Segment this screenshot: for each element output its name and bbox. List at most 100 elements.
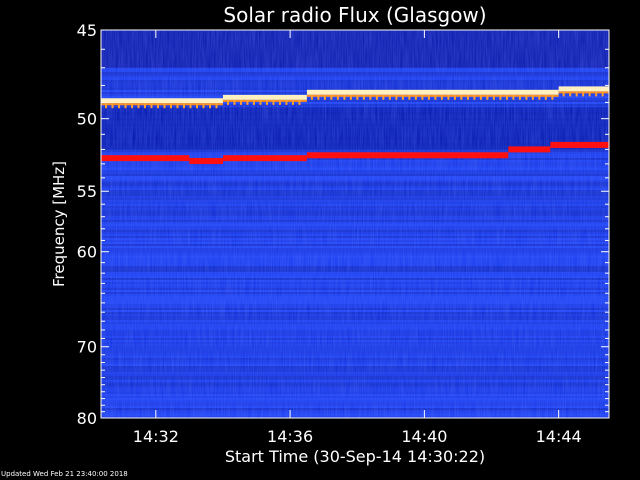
bright-band-tick xyxy=(369,94,372,100)
bright-band-tick xyxy=(343,94,346,100)
bright-band-tick xyxy=(486,94,489,100)
bright-band-segment xyxy=(306,89,559,95)
bright-band-tick xyxy=(551,94,554,100)
chart-title: Solar radio Flux (Glasgow) xyxy=(223,3,486,27)
bright-band-tick xyxy=(408,94,411,100)
bright-band-tick xyxy=(111,103,114,109)
bright-band-tick xyxy=(518,94,521,100)
x-tick-label: 14:44 xyxy=(536,427,582,446)
y-tick-label: 50 xyxy=(77,110,97,129)
bright-band-tick xyxy=(209,103,211,109)
bright-band-tick xyxy=(575,91,578,97)
bright-band-tick xyxy=(285,99,288,105)
bright-band-tick xyxy=(447,94,450,100)
red-band-segment xyxy=(101,155,190,162)
bright-band-tick xyxy=(569,91,572,97)
bright-band-tick xyxy=(215,103,218,109)
bright-band-tick xyxy=(202,103,205,109)
bright-band-tick xyxy=(150,103,153,109)
bright-band-tick xyxy=(395,94,398,100)
x-tick-label: 14:40 xyxy=(401,427,447,446)
bright-band-tick xyxy=(588,91,591,97)
plot-texture xyxy=(101,30,609,418)
bright-band-halo xyxy=(101,103,223,106)
bright-band-tick xyxy=(298,99,301,105)
bright-band-tick xyxy=(601,91,604,97)
bright-band-halo xyxy=(222,99,307,102)
bright-band-tick xyxy=(434,94,437,100)
bright-band-tick xyxy=(388,94,391,100)
bright-band-tick xyxy=(479,94,482,100)
bright-band-tick xyxy=(291,99,294,105)
red-band-segment xyxy=(508,146,551,153)
bright-band-tick xyxy=(105,103,107,109)
x-axis-label: Start Time (30-Sep-14 14:30:22) xyxy=(225,447,485,466)
x-tick-label: 14:36 xyxy=(267,427,313,446)
plot-frame xyxy=(100,29,610,419)
red-band-segment xyxy=(222,155,307,162)
bright-band-tick xyxy=(382,94,385,100)
bright-band-tick xyxy=(259,99,262,105)
bright-band-tick xyxy=(440,94,443,100)
bright-band-tick xyxy=(544,94,547,100)
red-band-segment xyxy=(550,141,609,148)
bright-band-tick xyxy=(323,94,326,100)
y-axis-label: Frequency [MHz] xyxy=(50,161,68,287)
bright-band-tick xyxy=(421,94,424,100)
bright-band-tick xyxy=(137,103,140,109)
bright-band-tick xyxy=(170,103,172,109)
bright-band-tick xyxy=(246,99,249,105)
plot-area xyxy=(100,29,610,419)
bright-band-tick xyxy=(317,94,320,100)
y-tick-label: 80 xyxy=(77,409,97,428)
bright-band-tick xyxy=(375,94,378,100)
bright-band-tick xyxy=(582,91,585,97)
bright-band-tick xyxy=(157,103,159,109)
bright-band-segment xyxy=(558,86,609,92)
bright-band-segment xyxy=(101,98,223,104)
x-tick-label: 14:32 xyxy=(133,427,179,446)
bright-band-tick xyxy=(473,94,476,100)
bright-band-tick xyxy=(310,94,313,100)
updated-timestamp: Updated Wed Feb 21 23:40:00 2018 xyxy=(1,470,128,478)
bright-band-tick xyxy=(401,94,404,100)
bright-band-tick xyxy=(505,94,508,100)
bright-band-tick xyxy=(538,94,541,100)
bright-band-halo xyxy=(306,94,559,97)
bright-band-tick xyxy=(278,99,281,105)
y-tick-label: 55 xyxy=(77,182,97,201)
bright-band-tick xyxy=(525,94,528,100)
bright-band-tick xyxy=(272,99,275,105)
bright-band-tick xyxy=(144,103,146,109)
bright-band-tick xyxy=(265,99,268,105)
bright-band-tick xyxy=(252,99,255,105)
bright-band-tick xyxy=(453,94,456,100)
bright-band-tick xyxy=(595,91,598,97)
bright-band-tick xyxy=(239,99,242,105)
bright-band-tick xyxy=(330,94,333,100)
bright-band-tick xyxy=(460,94,463,100)
bright-band-tick xyxy=(512,94,515,100)
bright-band-tick xyxy=(189,103,192,109)
bright-band-tick xyxy=(233,99,236,105)
y-tick-label: 60 xyxy=(77,243,97,262)
bright-band-tick xyxy=(118,103,120,109)
red-band-segment xyxy=(306,152,509,159)
bright-band-tick xyxy=(427,94,430,100)
bright-band-tick xyxy=(163,103,166,109)
bright-band-tick xyxy=(466,94,469,100)
bright-band-tick xyxy=(492,94,495,100)
y-tick-label: 45 xyxy=(77,21,97,40)
bright-band-tick xyxy=(356,94,359,100)
bright-band-tick xyxy=(336,94,339,100)
bright-band-tick xyxy=(176,103,179,109)
bright-band-tick xyxy=(414,94,417,100)
bright-band-segment xyxy=(222,94,307,100)
bright-band-tick xyxy=(562,91,565,97)
bright-band-tick xyxy=(349,94,352,100)
bright-band-tick xyxy=(131,103,133,109)
bright-band-tick xyxy=(531,94,534,100)
bright-band-tick xyxy=(499,94,502,100)
bright-band-tick xyxy=(226,99,229,105)
